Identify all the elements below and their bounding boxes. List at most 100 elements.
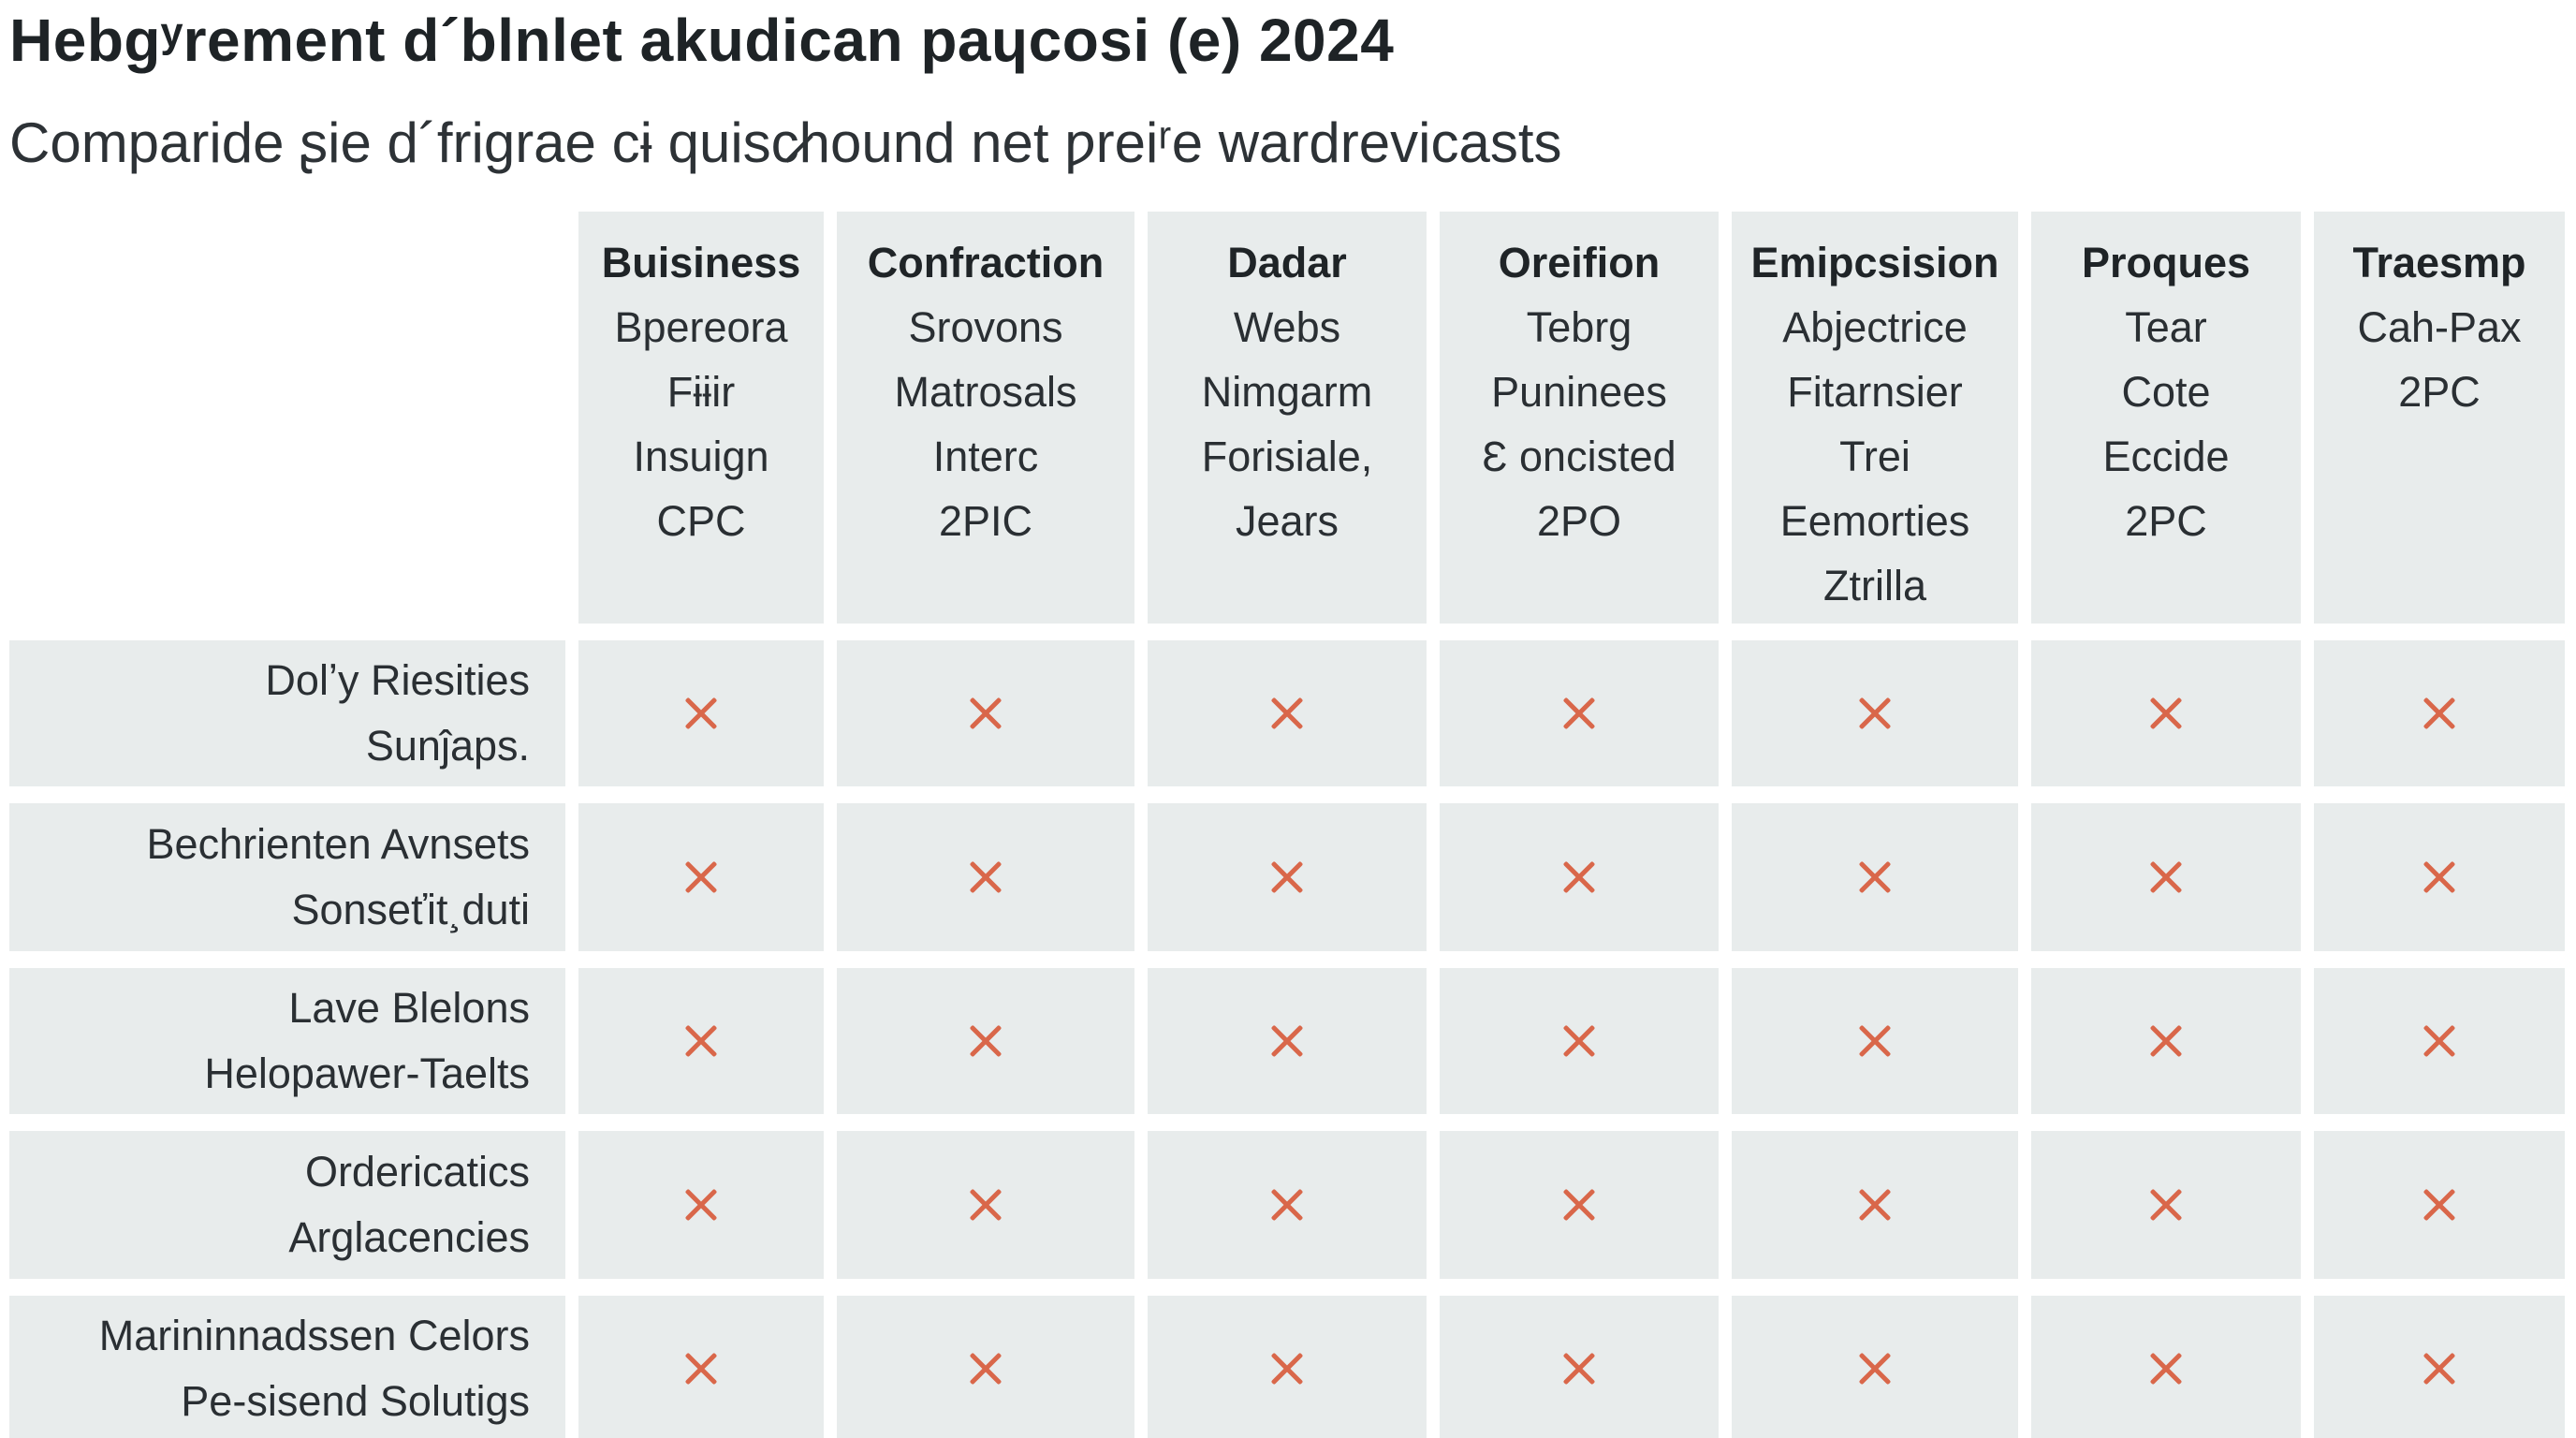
column-header: Proques Tear Cote Eccide 2PC (2031, 212, 2301, 624)
column-subtitle-line: Eccide (2102, 433, 2230, 480)
cross-mark-icon (1859, 861, 1891, 893)
cross-mark-icon (2150, 1353, 2182, 1385)
table-cell (1440, 1296, 1719, 1438)
column-subtitle-line: Bpereora (614, 303, 788, 351)
cross-mark-icon (2423, 1353, 2455, 1385)
column-subtitle-line: 2PC (2125, 497, 2207, 545)
column-header: Emipcsision Abjectrice Fitarnsier Trei Eemor… (1732, 212, 2018, 624)
cross-mark-icon (1271, 861, 1303, 893)
cross-mark-icon (2150, 697, 2182, 729)
column-subtitle-line: Tebrg (1526, 303, 1632, 351)
column-subtitle-line: 2PC (2398, 368, 2481, 416)
cross-mark-icon (1563, 861, 1595, 893)
column-subtitle-line: Srovons (908, 303, 1063, 351)
table-cell (1148, 968, 1427, 1114)
cross-mark-icon (1563, 697, 1595, 729)
column-title: Emipcsision (1750, 239, 1999, 286)
cross-mark-icon (2150, 1025, 2182, 1057)
table-cell (2031, 1131, 2301, 1279)
cross-mark-icon (1859, 1353, 1891, 1385)
table-cell (1732, 640, 2018, 786)
table-cell (2314, 968, 2565, 1114)
column-title: Traesmp (2352, 239, 2526, 286)
column-header: Oreifion Tebrg Puninees Ɛ oncisted 2PO (1440, 212, 1719, 624)
table-cell (1732, 1296, 2018, 1438)
column-title: Dadar (1227, 239, 1347, 286)
column-header: Traesmp Cah-Pax 2PC (2314, 212, 2565, 624)
comparison-table: Buisiness Bpereora Fɨɨir Insuign CPC Confract… (9, 212, 2565, 1438)
cross-mark-icon (1271, 697, 1303, 729)
column-header: Confraction Srovons Matrosals Interc 2PIC (837, 212, 1134, 624)
row-label: Bechrienten Avnsets Sonseťit¸duti (9, 803, 565, 951)
table-cell (578, 968, 824, 1114)
cross-mark-icon (2150, 861, 2182, 893)
cross-mark-icon (2423, 861, 2455, 893)
cross-mark-icon (1271, 1025, 1303, 1057)
column-subtitle-line: Jears (1235, 497, 1339, 545)
table-cell (837, 640, 1134, 786)
cross-mark-icon (970, 1353, 1002, 1385)
table-cell (1732, 968, 2018, 1114)
table-cell (1732, 1131, 2018, 1279)
table-cell (1440, 803, 1719, 951)
column-subtitle-line: Webs (1233, 303, 1341, 351)
column-subtitle-line: 2PO (1536, 497, 1622, 545)
table-cell (2314, 640, 2565, 786)
column-subtitle-line: Cah-Pax (2357, 303, 2522, 351)
cross-mark-icon (685, 1353, 717, 1385)
column-subtitle-line: Interc (932, 433, 1039, 480)
column-title: Oreifion (1498, 239, 1661, 286)
row-label: Lave Blelons Helopawer-Taelts (9, 968, 565, 1114)
column-header: Dadar Webs Nimgarm Forisiale, Jears (1148, 212, 1427, 624)
row-label-line: Bechrienten Avnsets (146, 820, 530, 868)
row-label-line: Ordericatics (304, 1148, 530, 1196)
cross-mark-icon (685, 861, 717, 893)
row-label: Marininnadssen Celors Pe-sisend Solutigs (9, 1296, 565, 1438)
column-subtitle-line: Nimgarm (1201, 368, 1373, 416)
column-subtitle-line: 2PIC (938, 497, 1033, 545)
row-label-line: Lave Blelons (288, 984, 530, 1032)
column-title: Confraction (867, 239, 1105, 286)
row-label-line: Dolʼy Riesities (265, 656, 530, 704)
cross-mark-icon (1859, 697, 1891, 729)
column-subtitle-line: Puninees (1491, 368, 1667, 416)
column-subtitle-line: Ztrilla (1823, 562, 1926, 609)
column-subtitle-line: Fɨɨir (666, 368, 736, 416)
table-cell (578, 803, 824, 951)
table-cell (2314, 1131, 2565, 1279)
column-subtitle-line: Tear (2125, 303, 2207, 351)
table-cell (578, 640, 824, 786)
page-title: Hebgʸrement d´blnlet akudican paɥcosi (e… (9, 7, 1395, 74)
table-cell (1440, 968, 1719, 1114)
table-cell (1732, 803, 2018, 951)
cross-mark-icon (1563, 1353, 1595, 1385)
row-label-line: Helopawer-Taelts (204, 1049, 530, 1097)
table-cell (2031, 640, 2301, 786)
column-subtitle-line: Ɛ oncisted (1482, 433, 1676, 480)
cross-mark-icon (1271, 1189, 1303, 1221)
column-header: Buisiness Bpereora Fɨɨir Insuign CPC (578, 212, 824, 624)
column-subtitle-line: Forisiale, (1201, 433, 1373, 480)
column-title: Proques (2081, 239, 2251, 286)
column-subtitle-line: Matrosals (894, 368, 1077, 416)
cross-mark-icon (685, 697, 717, 729)
row-label: Dolʼy Riesities Sunĵaps. (9, 640, 565, 786)
table-cell (837, 1296, 1134, 1438)
row-label-line: Marininnadssen Celors (98, 1312, 530, 1359)
table-cell (2314, 1296, 2565, 1438)
cross-mark-icon (1859, 1189, 1891, 1221)
row-label: Ordericatics Arglacencies (9, 1131, 565, 1279)
table-cell (1148, 803, 1427, 951)
cross-mark-icon (1563, 1189, 1595, 1221)
cross-mark-icon (685, 1189, 717, 1221)
table-cell (837, 968, 1134, 1114)
row-label-line: Pe-sisend Solutigs (181, 1377, 530, 1425)
cross-mark-icon (970, 697, 1002, 729)
page-subtitle: Comparide ʂie d´frigrae cɨ quisc̷hound n… (9, 111, 1562, 174)
table-cell (1148, 1131, 1427, 1279)
column-subtitle-line: CPC (656, 497, 746, 545)
table-cell (578, 1296, 824, 1438)
row-label-line: Sunĵaps. (365, 722, 530, 770)
cross-mark-icon (2423, 1189, 2455, 1221)
